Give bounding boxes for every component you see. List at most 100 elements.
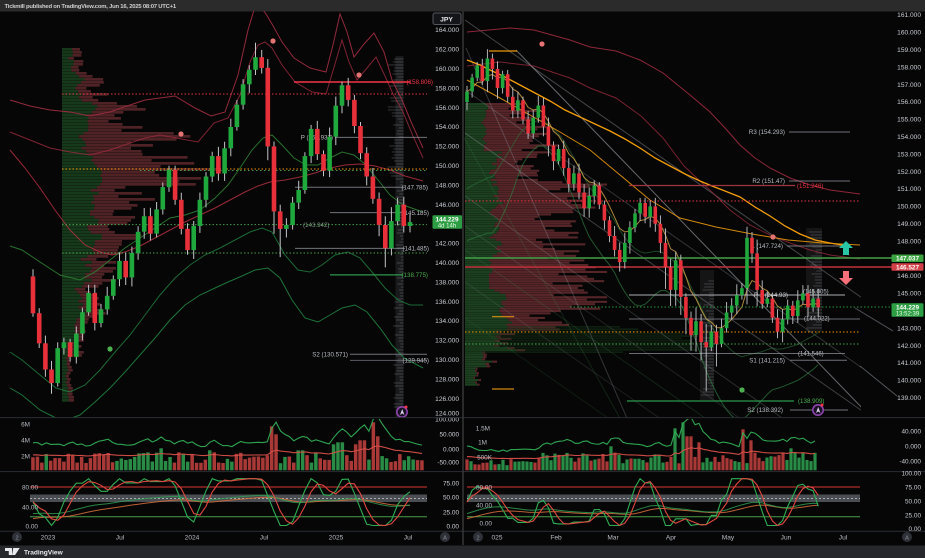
svg-text:144.229: 144.229 <box>896 304 920 311</box>
svg-text:Jul: Jul <box>839 535 848 542</box>
svg-text:136.000: 136.000 <box>435 299 459 306</box>
svg-text:0.000: 0.000 <box>905 444 921 451</box>
svg-text:160.000: 160.000 <box>435 66 459 73</box>
svg-text:157.000: 157.000 <box>897 82 921 89</box>
svg-text:0.00: 0.00 <box>480 521 493 528</box>
svg-text:Jul: Jul <box>404 535 413 542</box>
svg-text:2024: 2024 <box>185 535 200 542</box>
svg-text:151.000: 151.000 <box>897 186 921 193</box>
svg-text:156.000: 156.000 <box>435 105 459 112</box>
svg-text:50.00: 50.00 <box>905 499 921 506</box>
svg-text:140.000: 140.000 <box>435 260 459 267</box>
svg-text:161.000: 161.000 <box>897 12 921 19</box>
svg-text:Tickmill published on TradingV: Tickmill published on TradingView.com, J… <box>5 4 177 10</box>
svg-text:S2 (130.571): S2 (130.571) <box>312 352 348 359</box>
svg-text:-50.000: -50.000 <box>437 460 459 467</box>
svg-text:S1 (141.215): S1 (141.215) <box>749 358 785 365</box>
svg-text:(141.485): (141.485) <box>403 246 430 253</box>
svg-text:132.000: 132.000 <box>435 338 459 345</box>
svg-text:2: 2 <box>476 536 479 542</box>
svg-text:(145.185): (145.185) <box>403 210 430 217</box>
svg-text:40.000: 40.000 <box>901 429 921 436</box>
svg-text:500K: 500K <box>477 455 493 462</box>
svg-text:Jul: Jul <box>260 535 269 542</box>
svg-text:2M: 2M <box>21 454 30 461</box>
svg-text:154.000: 154.000 <box>897 134 921 141</box>
svg-text:Jul: Jul <box>116 535 125 542</box>
svg-text:(143.942): (143.942) <box>303 222 330 229</box>
svg-text:P 1 (144.93): P 1 (144.93) <box>754 292 788 299</box>
svg-text:(145.005): (145.005) <box>803 289 829 295</box>
svg-text:147.037: 147.037 <box>896 256 920 263</box>
svg-text:130.000: 130.000 <box>435 357 459 364</box>
svg-text:50.00: 50.00 <box>443 495 459 502</box>
svg-text:(138.909): (138.909) <box>798 398 825 405</box>
svg-text:(129.945): (129.945) <box>403 358 430 365</box>
svg-text:1M: 1M <box>478 440 487 447</box>
svg-text:146.000: 146.000 <box>435 202 459 209</box>
svg-text:142.000: 142.000 <box>435 241 459 248</box>
svg-text:80.00: 80.00 <box>476 485 492 492</box>
svg-text:124.000: 124.000 <box>435 411 459 418</box>
svg-text:134.000: 134.000 <box>435 318 459 325</box>
svg-text:4M: 4M <box>21 438 30 445</box>
svg-text:159.000: 159.000 <box>897 47 921 54</box>
svg-text:-40.000: -40.000 <box>899 459 921 466</box>
svg-text:148.000: 148.000 <box>435 182 459 189</box>
svg-text:162.000: 162.000 <box>435 47 459 54</box>
svg-text:75.00: 75.00 <box>905 485 921 492</box>
svg-text:100.00: 100.00 <box>901 471 921 478</box>
svg-text:138.000: 138.000 <box>435 279 459 286</box>
svg-text:150.000: 150.000 <box>897 204 921 211</box>
svg-text:R2 (151.47): R2 (151.47) <box>752 178 785 185</box>
svg-text:152.000: 152.000 <box>435 144 459 151</box>
svg-text:160.000: 160.000 <box>897 30 921 37</box>
svg-text:50.000: 50.000 <box>439 432 459 439</box>
svg-text:1 (147.724): 1 (147.724) <box>751 243 783 250</box>
svg-text:158.000: 158.000 <box>897 64 921 71</box>
svg-text:148.000: 148.000 <box>897 238 921 245</box>
svg-text:80.00: 80.00 <box>22 485 38 492</box>
svg-text:145.000: 145.000 <box>897 291 921 298</box>
svg-text:164.000: 164.000 <box>435 27 459 34</box>
svg-text:May: May <box>722 535 735 542</box>
svg-text:143.000: 143.000 <box>897 325 921 332</box>
svg-text:155.000: 155.000 <box>897 117 921 124</box>
svg-text:S2 (138.392): S2 (138.392) <box>747 407 783 414</box>
svg-text:Jun: Jun <box>781 535 792 542</box>
svg-text:1.5M: 1.5M <box>476 426 490 433</box>
svg-text:0.00: 0.00 <box>447 524 460 531</box>
svg-text:4d 14h: 4d 14h <box>438 224 456 230</box>
svg-text:126.000: 126.000 <box>435 396 459 403</box>
svg-text:13:52:39: 13:52:39 <box>896 312 920 318</box>
svg-text:0.00: 0.00 <box>909 526 922 533</box>
svg-text:152.000: 152.000 <box>897 169 921 176</box>
svg-text:150.000: 150.000 <box>435 163 459 170</box>
svg-text:0.00: 0.00 <box>26 524 39 531</box>
svg-text:146.000: 146.000 <box>897 273 921 280</box>
svg-text:158.000: 158.000 <box>435 85 459 92</box>
svg-text:(144.022): (144.022) <box>804 317 830 323</box>
svg-text:2025: 2025 <box>329 535 344 542</box>
svg-text:128.000: 128.000 <box>435 376 459 383</box>
svg-text:25.00: 25.00 <box>443 510 459 517</box>
svg-text:40.00: 40.00 <box>476 503 492 510</box>
svg-text:139.000: 139.000 <box>897 395 921 402</box>
svg-text:Mar: Mar <box>607 535 619 542</box>
svg-text:149.000: 149.000 <box>897 221 921 228</box>
svg-text:(138.775): (138.775) <box>402 272 429 279</box>
svg-text:100.000: 100.000 <box>435 417 459 424</box>
svg-text:75.00: 75.00 <box>443 481 459 488</box>
svg-text:JPY: JPY <box>440 16 453 23</box>
svg-text:(151.246): (151.246) <box>797 183 824 190</box>
svg-text:25.00: 25.00 <box>905 513 921 520</box>
svg-text:A: A <box>905 536 909 542</box>
svg-text:2: 2 <box>15 536 18 542</box>
svg-text:142.000: 142.000 <box>897 343 921 350</box>
svg-text:(147.785): (147.785) <box>402 185 429 192</box>
svg-text:146.527: 146.527 <box>896 264 920 271</box>
svg-text:R3 (154.293): R3 (154.293) <box>749 129 785 136</box>
svg-text:6M: 6M <box>21 422 30 429</box>
svg-text:Apr: Apr <box>666 535 677 542</box>
svg-text:TradingView: TradingView <box>24 550 64 557</box>
